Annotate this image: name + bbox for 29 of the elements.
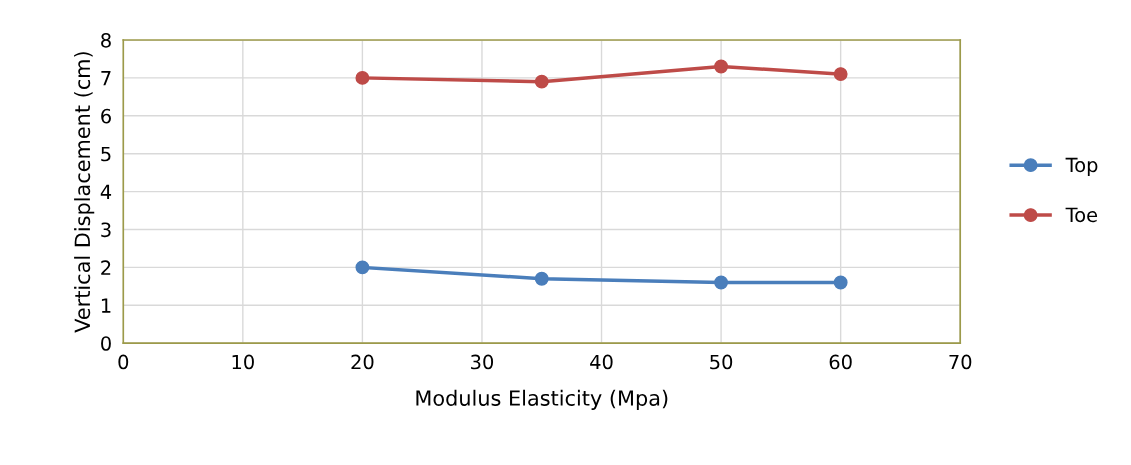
x-tick-label: 60 [829, 354, 852, 370]
y-tick-label: 3 [101, 222, 111, 238]
y-tick-label: 2 [101, 260, 111, 275]
point [833, 275, 848, 290]
y-tick-label: 0 [101, 336, 111, 351]
point [714, 275, 729, 290]
point [714, 59, 729, 74]
point [355, 70, 370, 85]
x-tick-label: 30 [471, 354, 494, 370]
y-tick-label: 1 [101, 298, 111, 313]
y-axis-title: Vertical Displacement (cm) [74, 52, 95, 333]
point [355, 260, 370, 275]
legend-label: Top [1065, 157, 1098, 177]
point [534, 271, 549, 286]
y-tick-label: 6 [101, 108, 111, 124]
y-tick-label: 7 [101, 71, 111, 86]
y-tick-label: 8 [101, 32, 111, 48]
x-tick-label: 50 [710, 354, 733, 370]
point [833, 67, 848, 82]
x-tick-label: 10 [232, 354, 254, 370]
x-tick-label: 20 [351, 354, 374, 370]
x-tick-label: 70 [949, 354, 972, 370]
point [534, 74, 549, 89]
x-tick-label: 40 [590, 354, 613, 370]
y-tick-label: 4 [100, 184, 112, 199]
legend-label: Toe [1065, 207, 1098, 223]
x-axis-title: Modulus Elasticity (Mpa) [416, 389, 668, 410]
y-tick-label: 5 [101, 146, 111, 162]
x-tick-label: 0 [118, 354, 129, 370]
